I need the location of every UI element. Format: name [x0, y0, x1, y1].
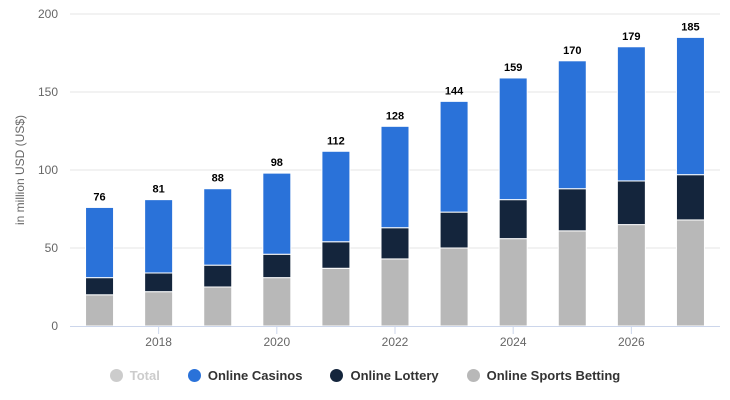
bar-online-sports-betting[interactable] — [557, 230, 587, 327]
bar-online-sports-betting[interactable] — [203, 286, 233, 327]
total-data-label: 159 — [504, 62, 522, 74]
bar-online-casinos[interactable] — [203, 188, 233, 266]
bar-online-casinos[interactable] — [616, 46, 646, 182]
bar-online-lottery[interactable] — [262, 253, 292, 279]
legend-label-online-sports-betting: Online Sports Betting — [486, 367, 621, 383]
bar-online-sports-betting[interactable] — [498, 238, 528, 327]
legend-label-total: Total — [129, 367, 160, 383]
bar-online-casinos[interactable] — [557, 60, 587, 190]
y-tick-label: 50 — [45, 241, 59, 255]
bar-online-casinos[interactable] — [85, 206, 115, 279]
x-axis-ticks: 2018 2020 2022 2024 2026 — [145, 326, 645, 349]
total-data-label: 185 — [681, 21, 699, 33]
bar-online-lottery[interactable] — [675, 174, 705, 221]
total-data-label: 76 — [93, 191, 105, 203]
bar-online-sports-betting[interactable] — [616, 224, 646, 327]
total-data-label: 112 — [327, 135, 345, 147]
bar-online-casinos[interactable] — [498, 77, 528, 201]
bar-online-sports-betting[interactable] — [675, 219, 705, 327]
legend-item-online-casinos[interactable]: Online Casinos — [187, 367, 303, 383]
bar-online-lottery[interactable] — [321, 241, 351, 269]
total-data-label: 98 — [271, 157, 283, 169]
legend: Total Online Casinos Online Lottery Onli… — [0, 364, 730, 386]
bar-online-lottery[interactable] — [616, 180, 646, 226]
total-data-label: 179 — [622, 31, 640, 43]
bar-online-sports-betting[interactable] — [85, 294, 115, 327]
legend-label-online-lottery: Online Lottery — [350, 367, 439, 383]
bar-online-lottery[interactable] — [498, 199, 528, 240]
x-tick-label: 2018 — [145, 335, 172, 349]
x-tick-label: 2026 — [618, 335, 645, 349]
bar-online-lottery[interactable] — [144, 272, 174, 293]
x-tick-label: 2024 — [500, 335, 527, 349]
bar-online-casinos[interactable] — [321, 150, 351, 243]
total-data-label: 81 — [153, 184, 165, 196]
x-tick-label: 2020 — [263, 335, 290, 349]
y-tick-label: 100 — [38, 163, 58, 177]
total-data-label: 128 — [386, 110, 404, 122]
data-labels: 76 81 88 98 112 128 144 159 170 179 185 — [93, 21, 699, 203]
legend-swatch-online-casinos — [187, 368, 201, 382]
bar-online-casinos[interactable] — [380, 125, 410, 229]
bar-online-sports-betting[interactable] — [380, 258, 410, 327]
legend-swatch-total — [109, 368, 123, 382]
bar-online-casinos[interactable] — [439, 100, 469, 213]
bar-online-lottery[interactable] — [557, 188, 587, 232]
y-axis-ticks: 0 50 100 150 200 — [38, 7, 58, 333]
y-tick-label: 0 — [51, 319, 58, 333]
bar-online-lottery[interactable] — [380, 227, 410, 260]
bar-online-casinos[interactable] — [262, 172, 292, 255]
bar-online-sports-betting[interactable] — [262, 277, 292, 327]
legend-item-online-lottery[interactable]: Online Lottery — [330, 367, 439, 383]
x-tick-label: 2022 — [382, 335, 409, 349]
y-tick-label: 200 — [38, 7, 58, 21]
bar-online-sports-betting[interactable] — [439, 247, 469, 327]
legend-swatch-online-sports-betting — [466, 368, 480, 382]
total-data-label: 88 — [212, 173, 224, 185]
legend-label-online-casinos: Online Casinos — [207, 367, 303, 383]
legend-item-total[interactable]: Total — [109, 367, 160, 383]
bar-online-lottery[interactable] — [439, 211, 469, 249]
y-axis-label: in million USD (US$) — [13, 115, 27, 225]
bar-online-casinos[interactable] — [675, 36, 705, 176]
bar-online-lottery[interactable] — [203, 264, 233, 288]
total-data-label: 170 — [563, 45, 581, 57]
bar-online-sports-betting[interactable] — [321, 267, 351, 327]
bar-online-sports-betting[interactable] — [144, 291, 174, 327]
total-data-label: 144 — [445, 85, 464, 97]
bar-online-lottery[interactable] — [85, 277, 115, 296]
y-tick-label: 150 — [38, 85, 58, 99]
bars — [85, 36, 705, 327]
bar-online-casinos[interactable] — [144, 199, 174, 274]
legend-swatch-online-lottery — [330, 368, 344, 382]
legend-item-online-sports-betting[interactable]: Online Sports Betting — [466, 367, 621, 383]
